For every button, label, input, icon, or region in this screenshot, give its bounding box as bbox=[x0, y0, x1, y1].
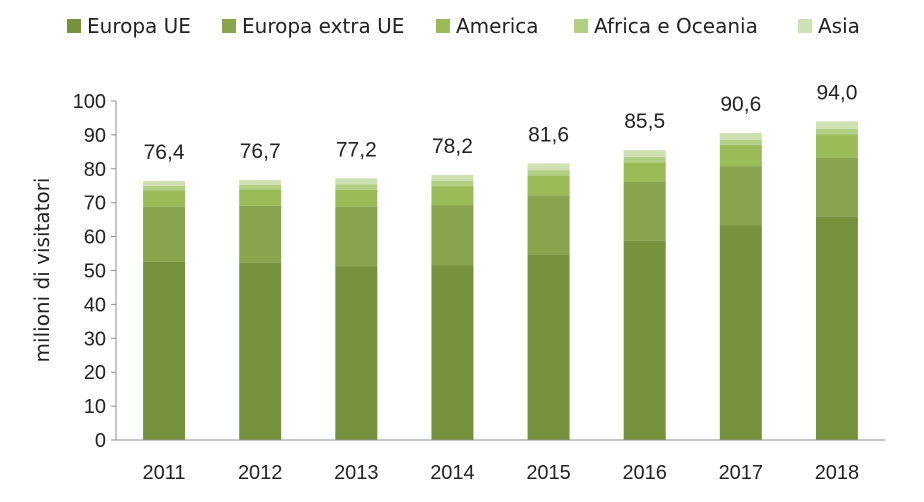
bar-segment bbox=[719, 139, 762, 145]
y-tick-label: 10 bbox=[84, 396, 106, 418]
bar-segment bbox=[623, 162, 666, 183]
bar-segment bbox=[815, 134, 858, 158]
legend-swatch bbox=[67, 19, 81, 33]
bar-segment bbox=[239, 262, 282, 440]
bar-segment bbox=[719, 225, 762, 440]
y-tick-label: 40 bbox=[84, 294, 106, 316]
bar-segment bbox=[143, 185, 186, 191]
legend: Europa UE Europa extra UE America Africa e … bbox=[67, 14, 860, 38]
total-labels: 76,4 76,7 77,2 78,2 81,6 85,5 90,6 94,0 bbox=[144, 81, 858, 164]
total-label: 78,2 bbox=[432, 135, 473, 158]
legend-label: America bbox=[456, 14, 539, 38]
y-axis-label: milioni di visitatori bbox=[30, 178, 54, 363]
bar-segment bbox=[335, 184, 378, 190]
legend-swatch bbox=[222, 19, 236, 33]
total-label: 77,2 bbox=[336, 138, 377, 161]
bar-segment bbox=[335, 189, 378, 207]
legend-swatch bbox=[574, 19, 588, 33]
bar-segment bbox=[719, 132, 762, 140]
bar-segment bbox=[143, 206, 186, 262]
y-tick-label: 30 bbox=[84, 328, 106, 350]
bar-segment bbox=[143, 181, 186, 186]
legend-label: Africa e Oceania bbox=[594, 14, 758, 38]
y-tick-label: 100 bbox=[73, 91, 106, 113]
bar-segment bbox=[623, 150, 666, 157]
y-tick-label: 80 bbox=[84, 159, 106, 181]
bar-segment bbox=[431, 265, 474, 440]
bar-segment bbox=[527, 163, 570, 171]
x-tick-label: 2011 bbox=[143, 462, 186, 484]
total-label: 76,7 bbox=[240, 140, 281, 163]
x-tick-label: 2017 bbox=[719, 462, 764, 484]
bar-segment bbox=[527, 195, 570, 255]
bar-segment bbox=[431, 186, 474, 206]
bar-segment bbox=[431, 205, 474, 266]
bar-segment bbox=[815, 216, 858, 440]
bar-segment bbox=[527, 170, 570, 176]
bar-segment bbox=[143, 190, 186, 207]
bars bbox=[143, 121, 858, 440]
y-tick-label: 90 bbox=[84, 125, 106, 147]
legend-label: Asia bbox=[818, 14, 860, 38]
x-tick-label: 2014 bbox=[430, 462, 475, 484]
legend-label: Europa extra UE bbox=[242, 14, 404, 38]
bar-segment bbox=[623, 182, 666, 241]
total-label: 94,0 bbox=[817, 81, 858, 104]
y-tick-label: 70 bbox=[84, 193, 106, 215]
bar-segment bbox=[335, 178, 378, 185]
total-label: 90,6 bbox=[720, 93, 761, 116]
bar-segment bbox=[815, 128, 858, 135]
bar-segment bbox=[239, 205, 282, 263]
y-tick-label: 60 bbox=[84, 227, 106, 249]
bar-segment bbox=[335, 206, 378, 267]
bar-segment bbox=[815, 157, 858, 217]
legend-swatch bbox=[436, 19, 450, 33]
bar-segment bbox=[815, 121, 858, 129]
x-tick-label: 2012 bbox=[238, 462, 283, 484]
total-label: 76,4 bbox=[144, 141, 185, 164]
x-tick-label: 2015 bbox=[526, 462, 571, 484]
bar-segment bbox=[431, 174, 474, 181]
total-label: 81,6 bbox=[528, 123, 569, 146]
bar-segment bbox=[239, 179, 282, 185]
legend-label: Europa UE bbox=[87, 14, 191, 38]
bar-segment bbox=[239, 189, 282, 206]
x-tick-label: 2018 bbox=[815, 462, 860, 484]
x-tick-label: 2013 bbox=[334, 462, 379, 484]
bar-segment bbox=[143, 261, 186, 440]
y-tick-label: 20 bbox=[84, 362, 106, 384]
bar-segment bbox=[719, 166, 762, 226]
total-label: 85,5 bbox=[624, 110, 665, 133]
bar-segment bbox=[719, 144, 762, 167]
bar-segment bbox=[623, 156, 666, 163]
legend-swatch bbox=[798, 19, 812, 33]
axes: 2011 2012 2013 2014 2015 2016 2017 2018 0 10 20 30 4… bbox=[73, 91, 885, 484]
x-tick-label: 2016 bbox=[622, 462, 667, 484]
bar-segment bbox=[623, 240, 666, 440]
y-tick-label: 50 bbox=[84, 261, 106, 283]
bar-segment bbox=[335, 266, 378, 440]
y-tick-label: 0 bbox=[95, 430, 106, 452]
bar-segment bbox=[431, 180, 474, 187]
bar-segment bbox=[239, 184, 282, 190]
bar-segment bbox=[527, 254, 570, 440]
bar-segment bbox=[527, 175, 570, 196]
